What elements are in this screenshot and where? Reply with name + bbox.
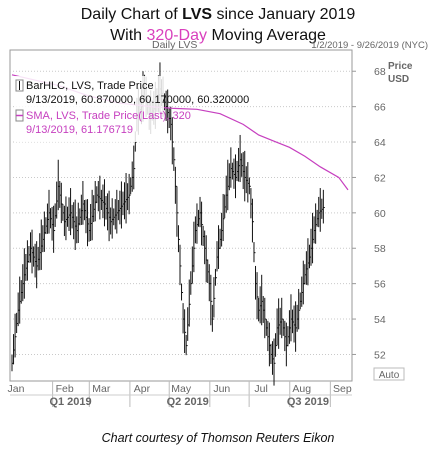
- legend-bar-label: BarHLC, LVS, Trade Price: [26, 80, 154, 92]
- legend: BarHLC, LVS, Trade Price 9/13/2019, 60.8…: [14, 76, 249, 142]
- x-tick-label: Jun: [213, 383, 230, 395]
- y-tick-label: 58: [374, 243, 386, 255]
- y-axis-label-price: Price: [388, 61, 413, 72]
- x-tick-label: Aug: [292, 383, 311, 395]
- y-axis-ticks: 52 54 56 58 60 62 64 66 68: [352, 66, 386, 361]
- x-tick-label: Jan: [8, 383, 25, 395]
- y-axis-label-usd: USD: [388, 74, 409, 85]
- auto-label: Auto: [379, 370, 400, 381]
- title-prefix: Daily Chart of: [80, 6, 183, 23]
- legend-bar-values: 9/13/2019, 60.870000, 60.170000, 60.3200…: [26, 94, 249, 106]
- auto-button[interactable]: [373, 367, 405, 381]
- x-tick-label: Mar: [92, 383, 111, 395]
- title-line-2: With 320-Day Moving Average: [0, 25, 436, 46]
- title-suffix: since January 2019: [212, 6, 356, 23]
- y-tick-label: 62: [374, 172, 386, 184]
- y-tick-label: 66: [374, 102, 386, 114]
- x-tick-label: Apr: [134, 383, 151, 395]
- price-chart: Daily LVS 1/2/2019 - 9/26/2019 (NYC) Pri…: [8, 40, 428, 408]
- x-axis: Jan Feb Mar Apr May Jun Jul Aug Sep Q1 2019 Q2 201…: [8, 381, 352, 408]
- x-tick-label: Feb: [56, 383, 74, 395]
- y-tick-label: 56: [374, 279, 386, 291]
- x-tick-label: Jul: [254, 383, 267, 395]
- header-right: 1/2/2019 - 9/26/2019 (NYC): [311, 40, 428, 51]
- legend-bg: [14, 76, 164, 142]
- legend-sma-values: 9/13/2019, 61.176719: [26, 124, 133, 136]
- y-tick-label: 52: [374, 349, 386, 361]
- y-tick-label: 68: [374, 66, 386, 78]
- title-line-1: Daily Chart of LVS since January 2019: [0, 4, 436, 25]
- quarter-label: Q1 2019: [49, 396, 91, 408]
- legend-sma-label: SMA, LVS, Trade Price(Last), 320: [26, 110, 191, 122]
- chart-credit: Chart courtesy of Thomson Reuters Eikon: [101, 431, 335, 445]
- y-tick-label: 64: [374, 137, 386, 149]
- title2-prefix: With: [110, 27, 147, 44]
- title-ticker: LVS: [182, 6, 213, 23]
- quarter-label: Q3 2019: [287, 396, 329, 408]
- y-tick-label: 60: [374, 208, 386, 220]
- header-left: Daily LVS: [152, 40, 197, 51]
- quarter-label: Q2 2019: [167, 396, 209, 408]
- y-tick-label: 54: [374, 314, 386, 326]
- x-tick-label: Sep: [333, 383, 352, 395]
- title2-suffix: Moving Average: [207, 27, 326, 44]
- chart-title: Daily Chart of LVS since January 2019 Wi…: [0, 4, 436, 46]
- title2-highlight: 320-Day: [146, 27, 208, 44]
- x-tick-label: May: [171, 383, 192, 395]
